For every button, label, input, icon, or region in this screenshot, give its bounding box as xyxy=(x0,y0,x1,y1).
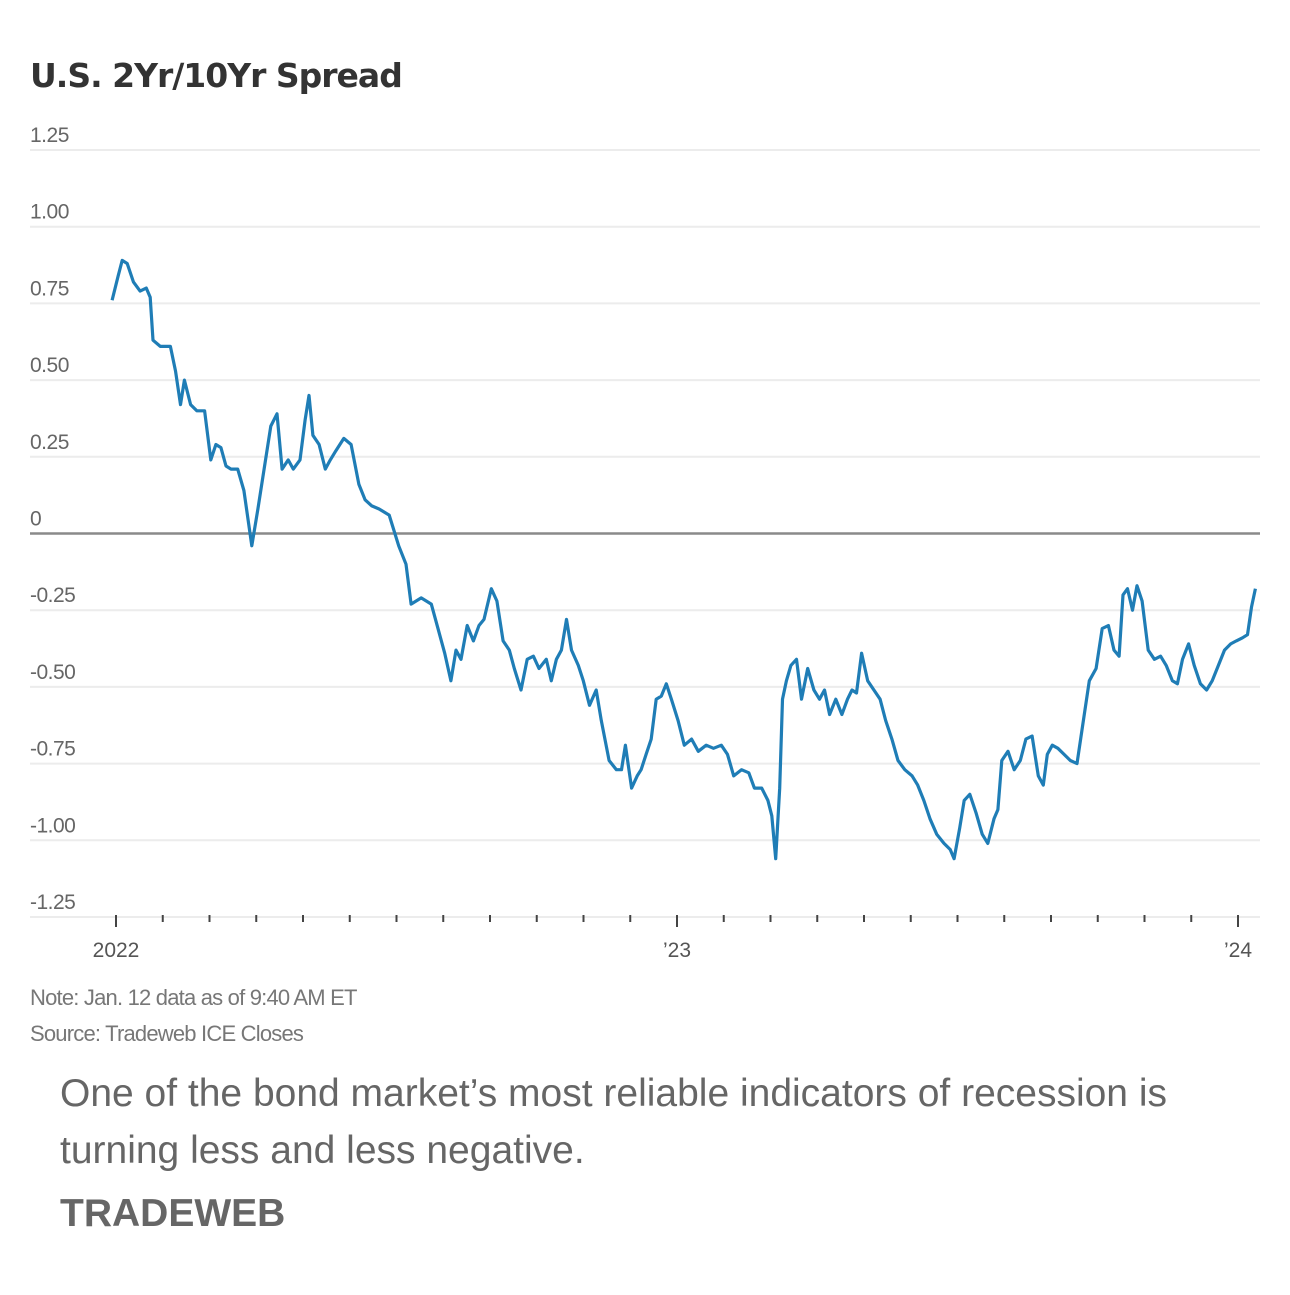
y-tick-label: 0.50 xyxy=(30,354,69,377)
series-layer xyxy=(110,258,1257,861)
chart-title: U.S. 2Yr/10Yr Spread xyxy=(30,56,403,95)
chart-canvas: 1.25 1.00 0.75 0.50 0.25 0 -0.25 -0.50 -0.75 -1.0… xyxy=(30,124,1260,962)
y-tick-label: 1.25 xyxy=(30,124,69,147)
y-axis-ticks: 1.25 1.00 0.75 0.50 0.25 0 -0.25 -0.50 -0.75 -1.0… xyxy=(30,124,76,914)
y-tick-label: -1.00 xyxy=(30,814,75,837)
x-tick-label: ’23 xyxy=(663,939,691,962)
photo-credit: TRADEWEB xyxy=(60,1192,286,1235)
y-tick-label: 0.75 xyxy=(30,277,69,300)
y-tick-label: 0.25 xyxy=(30,431,69,454)
y-tick-label: -0.50 xyxy=(30,661,75,684)
chart-note: Note: Jan. 12 data as of 9:40 AM ET xyxy=(30,985,357,1010)
y-tick-label: 1.00 xyxy=(30,201,69,224)
series-line xyxy=(110,258,1257,861)
y-tick-label: -0.25 xyxy=(30,584,75,607)
x-tick-label: ’24 xyxy=(1224,939,1252,962)
x-axis: 2022 ’23 ’24 xyxy=(93,915,1252,962)
gridlines xyxy=(30,149,1260,918)
y-tick-label: 0 xyxy=(30,508,41,531)
caption: One of the bond market’s most reliable i… xyxy=(60,1072,1167,1172)
y-tick-label: -0.75 xyxy=(30,738,75,761)
x-tick-label: 2022 xyxy=(93,939,140,962)
y-tick-label: -1.25 xyxy=(30,891,75,914)
chart-source: Source: Tradeweb ICE Closes xyxy=(30,1021,304,1046)
